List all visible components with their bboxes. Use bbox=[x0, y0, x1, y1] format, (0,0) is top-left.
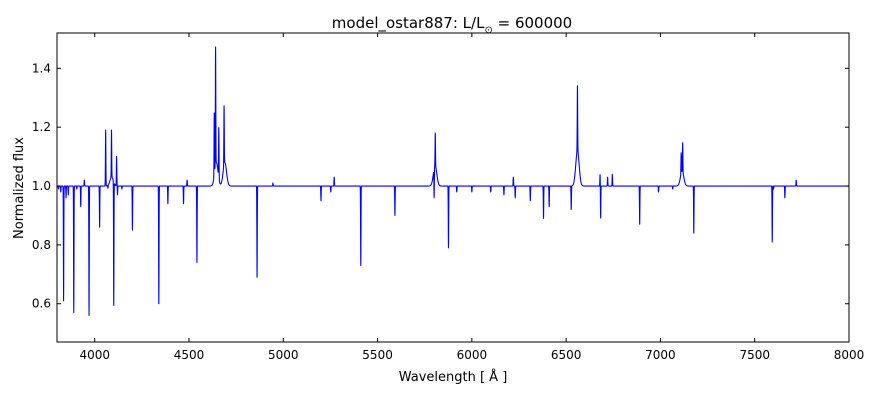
x-tick-label: 4000 bbox=[79, 348, 110, 362]
chart-title: model_ostar887: L/L⊙ = 600000 bbox=[332, 14, 572, 36]
y-tick-label: 0.8 bbox=[32, 238, 51, 252]
x-tick-label: 7500 bbox=[739, 348, 770, 362]
spectrum-series-line bbox=[57, 46, 849, 317]
x-tick-label: 4500 bbox=[174, 348, 205, 362]
y-tick-label: 1.0 bbox=[32, 179, 51, 193]
x-tick-label: 6500 bbox=[551, 348, 582, 362]
y-axis: 0.6 0.8 1.0 1.2 1.4 bbox=[32, 61, 849, 311]
y-tick-label: 1.4 bbox=[32, 61, 51, 75]
sun-symbol: ⊙ bbox=[484, 25, 492, 36]
x-tick-label: 6000 bbox=[457, 348, 488, 362]
x-tick-label: 5500 bbox=[362, 348, 393, 362]
x-axis-label: Wavelength [ Å ] bbox=[399, 369, 508, 385]
x-tick-label: 8000 bbox=[834, 348, 865, 362]
x-tick-label: 5000 bbox=[268, 348, 299, 362]
x-tick-label: 7000 bbox=[645, 348, 676, 362]
plot-frame bbox=[56, 32, 850, 343]
x-axis: 4000 4500 5000 5500 6000 6500 7000 7500 8000 bbox=[79, 33, 864, 362]
y-tick-label: 0.6 bbox=[32, 297, 51, 311]
y-axis-label: Normalized flux bbox=[12, 137, 27, 239]
y-tick-label: 1.2 bbox=[32, 120, 51, 134]
